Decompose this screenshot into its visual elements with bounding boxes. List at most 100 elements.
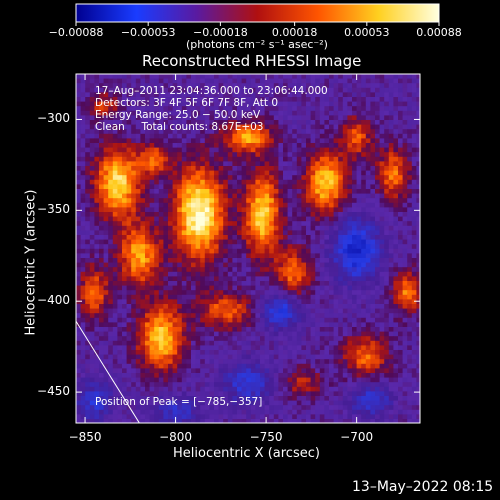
heatmap-cell [301,92,307,98]
heatmap-cell [333,74,339,79]
heatmap-cell [168,350,173,355]
heatmap-cell [177,184,183,190]
heatmap-cell [223,120,229,125]
heatmap-cell [250,216,256,222]
heatmap-cell [273,354,279,360]
heatmap-cell [388,110,394,116]
heatmap-cell [310,87,316,93]
heatmap-cell [393,313,399,319]
heatmap-cell [112,87,118,93]
heatmap-cell [365,271,371,277]
heatmap-cell [246,170,252,176]
heatmap-cell [232,363,238,369]
heatmap-cell [214,133,219,139]
heatmap-cell [398,106,403,112]
heatmap-cell [260,322,265,328]
heatmap-cell [186,175,192,181]
heatmap-cell [218,354,224,360]
heatmap-cell [402,285,408,291]
heatmap-cell [342,106,348,112]
heatmap-cell [191,147,196,153]
heatmap-cell [76,78,81,84]
heatmap-cell [260,152,265,158]
heatmap-cell [375,313,380,319]
heatmap-cell [89,78,95,84]
heatmap-cell [402,161,408,167]
heatmap-cell [181,138,187,144]
heatmap-cell [117,212,123,217]
heatmap-cell [99,336,104,342]
heatmap-cell [112,258,118,263]
heatmap-cell [80,225,86,231]
heatmap-cell [384,225,390,231]
heatmap-cell [388,87,394,93]
heatmap-cell [158,368,164,374]
heatmap-cell [370,147,376,153]
heatmap-cell [204,83,210,89]
heatmap-cell [145,271,150,277]
heatmap-cell [393,166,399,171]
heatmap-cell [181,317,187,323]
heatmap-cell [246,327,252,332]
heatmap-cell [89,115,95,121]
heatmap-cell [375,156,380,162]
heatmap-cell [76,184,81,190]
heatmap-cell [402,207,408,213]
heatmap-cell [140,262,146,268]
heatmap-cell [85,336,91,342]
heatmap-cell [191,225,196,231]
heatmap-cell [342,156,348,162]
heatmap-cell [375,110,380,116]
heatmap-cell [172,322,178,328]
heatmap-cell [278,202,284,208]
heatmap-cell [232,120,238,125]
heatmap-cell [398,78,403,84]
heatmap-cell [402,156,408,162]
heatmap-cell [158,143,164,148]
heatmap-cell [416,120,420,125]
heatmap-cell [177,221,183,227]
heatmap-cell [214,124,219,130]
heatmap-cell [80,129,86,135]
heatmap-cell [278,110,284,116]
heatmap-cell [255,345,261,351]
heatmap-cell [333,115,339,121]
heatmap-cell [306,166,311,171]
heatmap-cell [407,345,413,351]
heatmap-cell [186,281,192,286]
heatmap-cell [149,359,155,365]
heatmap-cell [347,340,353,346]
heatmap-cell [191,354,196,360]
heatmap-cell [398,368,403,374]
heatmap-cell [89,110,95,116]
heatmap-cell [393,83,399,89]
heatmap-cell [94,230,100,236]
heatmap-cell [296,106,302,112]
heatmap-cell [218,110,224,116]
heatmap-cell [154,179,160,185]
heatmap-cell [324,78,330,84]
heatmap-cell [89,97,95,102]
heatmap-cell [384,87,390,93]
heatmap-cell [398,294,403,300]
heatmap-cell [384,202,390,208]
heatmap-cell [273,322,279,328]
heatmap-cell [416,133,420,139]
heatmap-cell [163,175,169,181]
heatmap-cell [204,258,210,263]
heatmap-cell [402,317,408,323]
heatmap-cell [342,212,348,217]
heatmap-cell [370,225,376,231]
heatmap-cell [416,198,420,204]
heatmap-cell [214,299,219,305]
heatmap-cell [241,253,247,259]
heatmap-cell [204,78,210,84]
heatmap-cell [370,373,376,378]
heatmap-cell [163,225,169,231]
heatmap-cell [301,331,307,337]
heatmap-cell [80,345,86,351]
heatmap-cell [402,115,408,121]
heatmap-cell [338,152,344,158]
heatmap-cell [76,290,81,296]
heatmap-cell [329,225,334,231]
